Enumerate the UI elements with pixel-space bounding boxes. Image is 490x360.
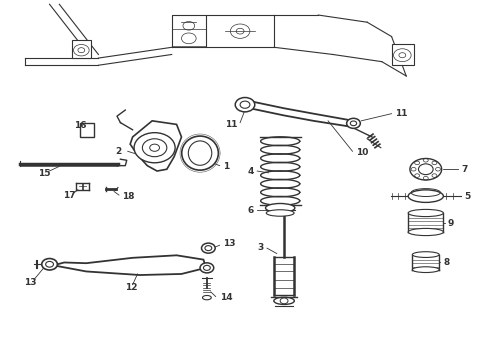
- Text: 16: 16: [74, 121, 86, 130]
- Ellipse shape: [410, 158, 441, 180]
- Text: 11: 11: [225, 120, 237, 129]
- Text: 7: 7: [461, 165, 467, 174]
- Text: 11: 11: [395, 109, 408, 118]
- Ellipse shape: [182, 136, 219, 170]
- Bar: [80, 123, 94, 137]
- Text: 2: 2: [115, 147, 122, 156]
- Ellipse shape: [201, 243, 215, 253]
- Ellipse shape: [408, 210, 443, 217]
- Bar: [392, 44, 414, 65]
- Text: 5: 5: [464, 192, 470, 201]
- Ellipse shape: [200, 263, 214, 273]
- Circle shape: [280, 298, 288, 304]
- Text: 8: 8: [443, 258, 450, 267]
- Text: 10: 10: [356, 148, 369, 157]
- Ellipse shape: [266, 203, 295, 212]
- Ellipse shape: [274, 297, 294, 305]
- Text: 4: 4: [247, 167, 254, 176]
- Text: 14: 14: [220, 293, 232, 302]
- Text: 12: 12: [125, 283, 138, 292]
- Bar: [72, 40, 91, 58]
- Text: 6: 6: [247, 206, 254, 215]
- Polygon shape: [130, 121, 181, 171]
- Ellipse shape: [42, 258, 57, 270]
- Text: 1: 1: [223, 162, 230, 171]
- Polygon shape: [53, 255, 206, 275]
- Text: 18: 18: [122, 192, 134, 201]
- Text: 15: 15: [38, 169, 51, 178]
- Ellipse shape: [408, 190, 443, 202]
- Text: 13: 13: [24, 278, 36, 287]
- Ellipse shape: [408, 228, 443, 235]
- Ellipse shape: [235, 98, 255, 112]
- Ellipse shape: [418, 164, 433, 175]
- Ellipse shape: [266, 210, 294, 216]
- Text: 3: 3: [257, 243, 264, 252]
- Text: 13: 13: [223, 239, 236, 248]
- Ellipse shape: [346, 118, 360, 129]
- Circle shape: [134, 133, 175, 163]
- Ellipse shape: [413, 267, 439, 273]
- Text: 17: 17: [63, 191, 75, 200]
- Text: 9: 9: [448, 219, 454, 228]
- Ellipse shape: [413, 252, 439, 257]
